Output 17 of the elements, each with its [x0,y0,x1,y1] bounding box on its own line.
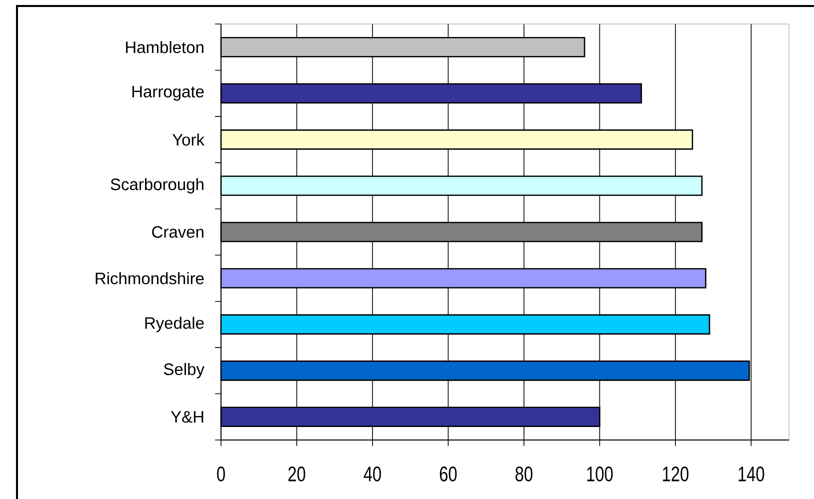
x-tick-label: 140 [738,466,764,482]
y-tick-label: Selby [164,362,204,378]
y-tick-label: Craven [152,226,204,238]
y-tick-label: Y&H [170,411,204,423]
y-tick-label: Hambleton [126,41,204,54]
x-tick-label: 120 [662,466,688,482]
x-tick-label: 20 [288,466,306,482]
x-tick-label: 80 [516,466,532,482]
y-tick-label: Richmondshire [96,272,204,284]
x-tick-label: 100 [587,466,613,482]
y-tick-label: Ryedale [145,316,204,332]
x-tick-label: 0 [217,466,225,482]
y-tick-label: Harrogate [132,86,204,101]
y-tick-label: York [172,134,205,146]
x-tick-label: 60 [440,466,457,482]
x-tick-label: 40 [364,466,381,482]
y-tick-label: Scarborough [110,178,204,194]
